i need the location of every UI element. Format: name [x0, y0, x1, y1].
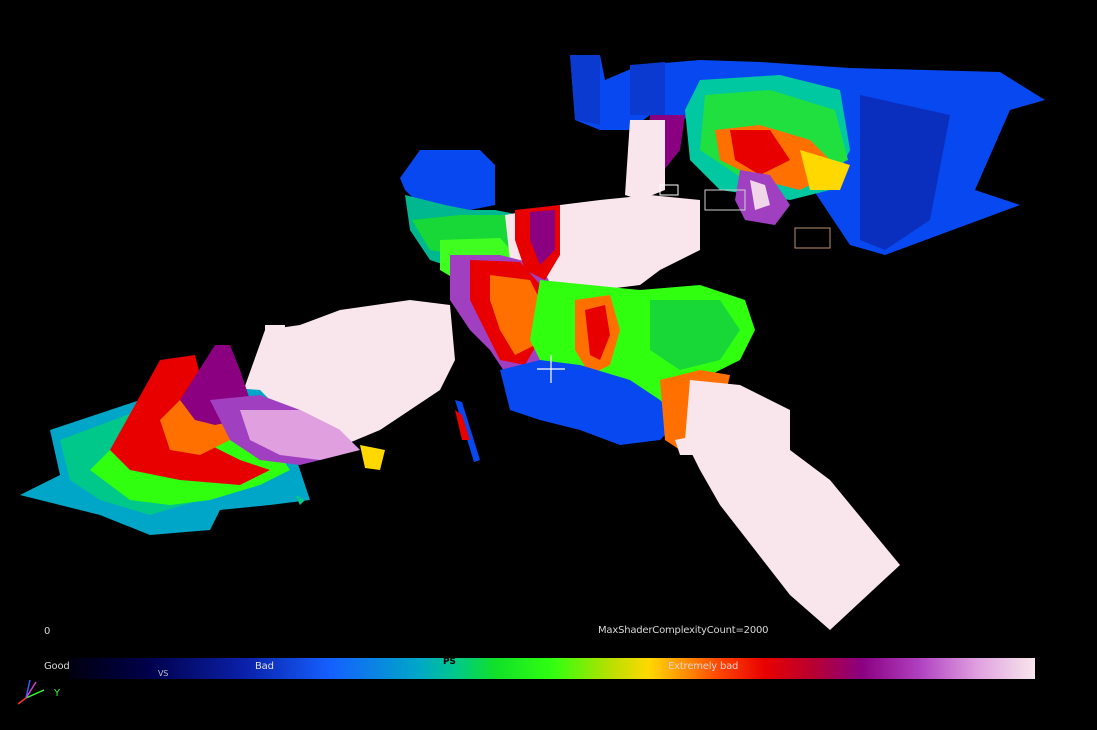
legend-label-good: Good	[44, 661, 70, 672]
central-mass	[450, 120, 755, 455]
props-top-center	[659, 184, 831, 249]
wing-left	[20, 300, 455, 535]
legend-marker-ps: PS	[443, 657, 456, 667]
legend-min-value: 0	[44, 626, 51, 637]
legend-label-bad: Bad	[255, 661, 274, 672]
axis-gizmo-icon: Y	[17, 679, 61, 705]
legend-max-count: MaxShaderComplexityCount=2000	[598, 625, 769, 636]
strut-center	[455, 400, 480, 462]
arm-right-bottom	[685, 380, 900, 630]
shader-complexity-legend-bar	[70, 658, 1035, 679]
axis-label-y: Y	[53, 688, 61, 699]
building-blue-right	[570, 55, 1045, 255]
legend-label-extremely-bad: Extremely bad	[668, 661, 739, 672]
viewport-crosshair-icon	[537, 355, 565, 383]
legend-marker-vs: VS	[158, 669, 169, 678]
